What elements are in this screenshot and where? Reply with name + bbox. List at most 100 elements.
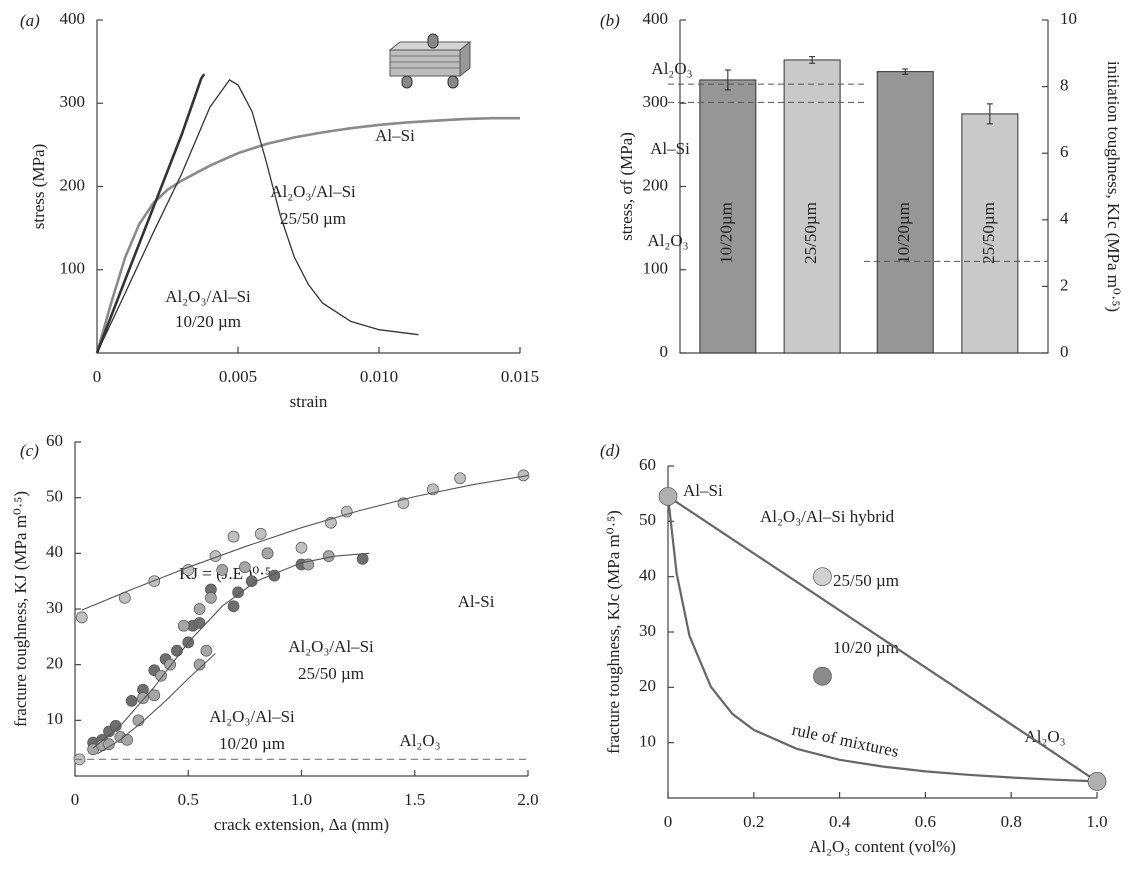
- x-tick-label: 2.0: [517, 790, 538, 809]
- x-tick-label: 0.015: [501, 367, 539, 386]
- annotation: Al-Si: [458, 592, 495, 611]
- bar: [699, 79, 757, 354]
- point: [254, 527, 267, 540]
- point: [125, 694, 138, 707]
- x-tick-label: 0.2: [743, 812, 764, 831]
- annotation: 10/20 µm: [219, 734, 285, 753]
- panel-label: (a): [20, 11, 40, 30]
- x-tick-label: 1.0: [291, 790, 312, 809]
- y2-tick-label: 6: [1060, 142, 1069, 161]
- y-tick-label: 10: [639, 732, 656, 751]
- bar: [783, 59, 841, 354]
- reference-label: Al₂O₃: [651, 59, 692, 78]
- fit-curve: [81, 474, 529, 611]
- bar: [961, 113, 1019, 354]
- x-tick-label: 0: [93, 367, 102, 386]
- x-tick-label: 0.6: [915, 812, 936, 831]
- curve: [95, 73, 206, 354]
- y-tick-label: 20: [639, 676, 656, 695]
- x-axis-title: crack extension, Δa (mm): [214, 815, 389, 834]
- annotation: Al₂O₃/Al–Si: [288, 637, 374, 656]
- y-tick-label: 0: [660, 342, 669, 361]
- point: [261, 547, 274, 560]
- y-tick-label: 40: [639, 566, 656, 585]
- point: [205, 592, 217, 604]
- point: [177, 619, 190, 632]
- specimen-icon: [388, 33, 472, 89]
- point: [137, 692, 149, 704]
- panel-label: (b): [600, 11, 620, 30]
- y2-axis-title: initiation toughness, KIc (MPa m⁰·⁵): [1104, 61, 1123, 312]
- y-tick-label: 300: [643, 92, 669, 111]
- y2-tick-label: 2: [1060, 275, 1069, 294]
- x-axis-title: Al₂O₃ content (vol%): [809, 837, 956, 856]
- point: [517, 469, 530, 482]
- y-tick-label: 100: [60, 259, 86, 278]
- annotation: 25/50 µm: [833, 571, 899, 590]
- x-tick-label: 0: [664, 812, 673, 831]
- y-tick-label: 30: [46, 598, 63, 617]
- fit-curve: [97, 653, 216, 755]
- point: [227, 530, 240, 543]
- point: [193, 658, 206, 671]
- x-axis-title: strain: [290, 392, 328, 411]
- x-tick-label: 0.5: [178, 790, 199, 809]
- y2-tick-label: 0: [1060, 342, 1069, 361]
- annotation: Al₂O₃/Al–Si hybrid: [760, 507, 895, 526]
- y2-tick-label: 4: [1060, 209, 1069, 228]
- y-tick-label: 100: [643, 259, 669, 278]
- point: [103, 738, 115, 751]
- reference-label: Al₂O₃: [647, 231, 688, 250]
- curve: [95, 116, 520, 354]
- y-tick-label: 10: [46, 709, 63, 728]
- y-tick-label: 40: [46, 542, 63, 561]
- point: [121, 733, 133, 746]
- point: [148, 689, 161, 702]
- annotation: Al–Si: [683, 481, 723, 500]
- error-bar: [809, 56, 816, 64]
- point: [109, 720, 122, 732]
- fit-curve: [667, 495, 1098, 783]
- error-bar: [724, 69, 731, 91]
- y-tick-label: 30: [639, 621, 656, 640]
- point: [75, 611, 88, 624]
- y-tick-label: 400: [60, 9, 86, 28]
- y-tick-label: 60: [46, 431, 63, 450]
- bar-label: 25/50µm: [979, 202, 998, 264]
- error-bar: [986, 103, 993, 125]
- y-tick-label: 200: [643, 175, 669, 194]
- y2-tick-label: 10: [1060, 9, 1077, 28]
- x-tick-label: 0.010: [360, 367, 398, 386]
- annotation: Al–Si: [375, 126, 415, 145]
- annotation: 10/20 µm: [175, 312, 241, 331]
- annotation: Al₂O₃/Al–Si: [209, 707, 295, 726]
- y-axis-title: stress (MPa): [29, 144, 48, 229]
- point: [232, 586, 244, 599]
- point: [813, 666, 832, 686]
- curve: [96, 79, 419, 354]
- y2-tick-label: 8: [1060, 76, 1069, 95]
- y-tick-label: 200: [60, 175, 86, 194]
- point: [813, 567, 832, 587]
- annotation: 25/50 µm: [280, 209, 346, 228]
- point: [155, 669, 167, 682]
- annotation: 10/20 µm: [833, 638, 899, 657]
- point: [216, 564, 229, 576]
- point: [239, 561, 251, 574]
- y-tick-label: 400: [643, 9, 669, 28]
- y-axis-title: stress, σf (MPa): [617, 132, 636, 241]
- point: [193, 603, 206, 615]
- point: [340, 505, 353, 518]
- point: [1087, 772, 1107, 791]
- point: [295, 541, 308, 554]
- y-axis-title: fracture toughness, KJc (MPa m⁰·⁵): [604, 510, 623, 754]
- fit-curve: [92, 552, 370, 749]
- y-tick-label: 50: [46, 487, 63, 506]
- point: [132, 714, 145, 727]
- point: [171, 644, 183, 657]
- x-tick-label: 0.8: [1001, 812, 1022, 831]
- x-tick-label: 1.5: [404, 790, 425, 809]
- point: [454, 472, 466, 485]
- annotation: Al₂O₃: [399, 731, 440, 750]
